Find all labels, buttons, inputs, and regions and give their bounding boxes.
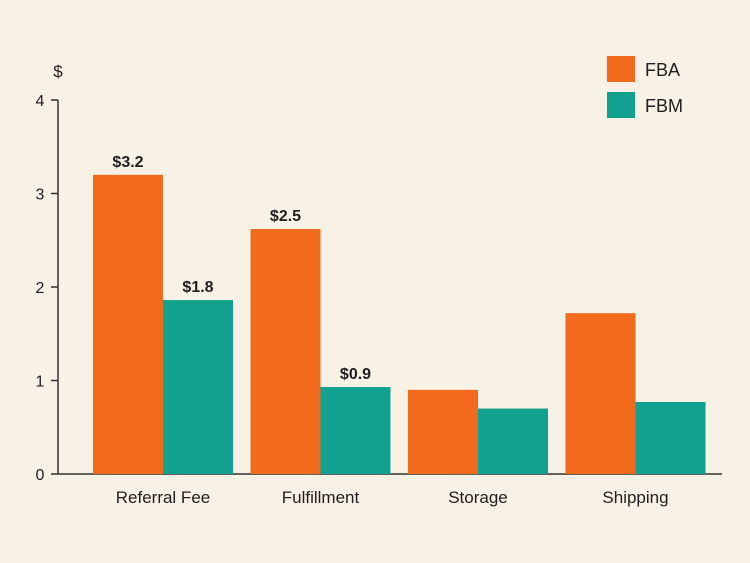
- bar-fba-3: [565, 313, 636, 474]
- category-label-3: Shipping: [602, 488, 668, 507]
- category-label-2: Storage: [448, 488, 508, 507]
- bar-fbm-1: [320, 387, 391, 474]
- data-label-fbm-1: $0.9: [340, 366, 371, 383]
- y-tick-label: 2: [36, 280, 45, 297]
- category-label-1: Fulfillment: [282, 488, 360, 507]
- legend: FBA FBM: [607, 56, 683, 118]
- legend-label-fba: FBA: [645, 60, 680, 80]
- y-tick-label: 4: [36, 93, 45, 110]
- bars: [93, 174, 706, 475]
- legend-label-fbm: FBM: [645, 96, 683, 116]
- data-labels: $3.2 $1.8 $2.5 $0.9: [112, 154, 371, 383]
- bar-fba-0: [93, 174, 163, 475]
- y-tick-label: 0: [36, 467, 45, 484]
- y-tick-label: 3: [36, 187, 45, 204]
- bar-fbm-0: [163, 300, 233, 474]
- y-axis-unit-label: $: [53, 62, 63, 81]
- bar-fbm-3: [635, 402, 706, 474]
- category-labels: Referral Fee Fulfillment Storage Shipping: [116, 488, 669, 507]
- data-label-fba-0: $3.2: [112, 154, 143, 171]
- data-label-fba-1: $2.5: [270, 208, 301, 225]
- legend-swatch-fba: [607, 56, 635, 82]
- bar-fbm-2: [478, 408, 548, 474]
- bar-fba-1: [250, 229, 321, 474]
- y-axis-ticks: 0 1 2 3 4: [36, 93, 58, 484]
- legend-swatch-fbm: [607, 92, 635, 118]
- y-tick-label: 1: [36, 374, 45, 391]
- bar-fba-2: [408, 389, 478, 474]
- category-label-0: Referral Fee: [116, 488, 210, 507]
- data-label-fbm-0: $1.8: [182, 279, 213, 296]
